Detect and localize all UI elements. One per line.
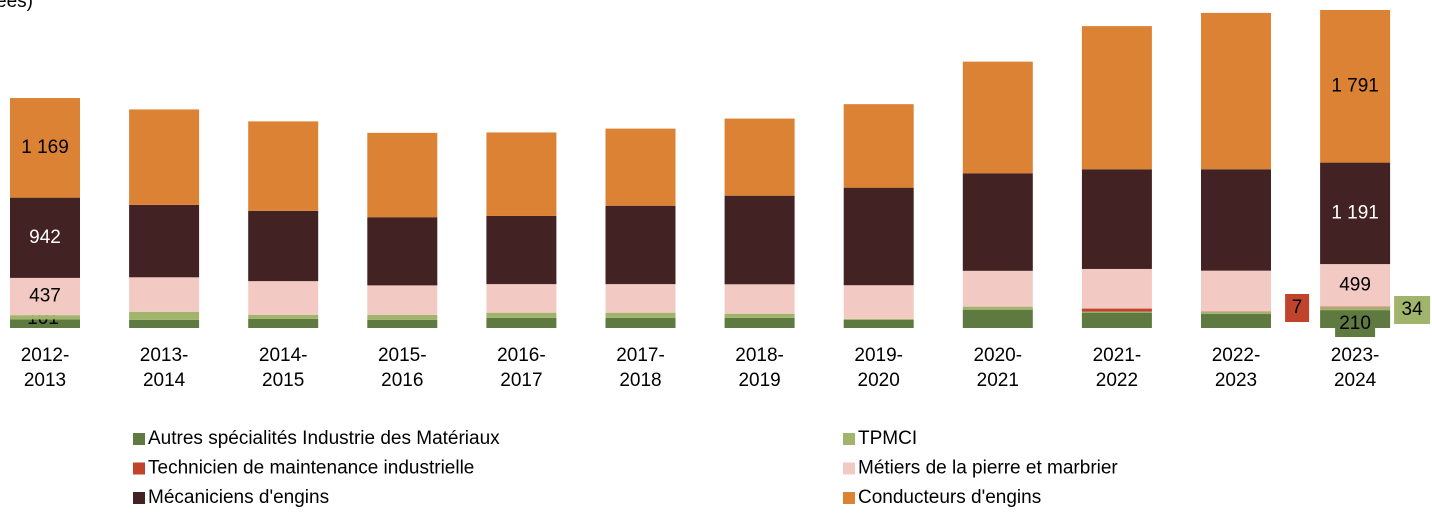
bar-segment bbox=[724, 195, 795, 285]
bar-segment bbox=[486, 317, 557, 328]
bar-segment bbox=[962, 61, 1033, 174]
data-label: 34 bbox=[1402, 299, 1424, 320]
data-label: 1 169 bbox=[21, 137, 69, 158]
bar-segment bbox=[367, 314, 438, 320]
x-tick-label: 2014-2015 bbox=[259, 345, 308, 391]
bar-segment bbox=[1320, 162, 1391, 265]
bar-segment bbox=[843, 187, 914, 286]
bar-segment bbox=[1081, 268, 1152, 309]
bar-segment bbox=[486, 312, 557, 318]
x-tick-label: 2012-2013 bbox=[21, 345, 70, 391]
bar-segment bbox=[129, 319, 200, 328]
data-label: 942 bbox=[29, 227, 61, 248]
bar-segment bbox=[724, 313, 795, 318]
legend-swatch bbox=[843, 462, 855, 475]
legend-label: Mécaniciens d'engins bbox=[148, 487, 329, 508]
bar-segment bbox=[724, 118, 795, 196]
chart-subtitle: ées) bbox=[0, 0, 33, 12]
bar-segment bbox=[367, 132, 438, 218]
x-tick-label: 2023-2024 bbox=[1331, 345, 1380, 391]
data-label: 7 bbox=[1292, 297, 1303, 318]
bar-segment bbox=[843, 104, 914, 188]
bar-segment bbox=[248, 281, 319, 315]
bar-segment bbox=[10, 319, 80, 328]
bar-segment bbox=[1081, 312, 1152, 328]
bar-segment bbox=[10, 197, 80, 278]
data-label: 210 bbox=[1339, 313, 1371, 334]
bar-segment bbox=[367, 285, 438, 315]
legend-swatch bbox=[843, 433, 855, 445]
legend-swatch bbox=[843, 492, 855, 504]
bar-segment bbox=[10, 98, 80, 198]
bar-segment bbox=[724, 284, 795, 314]
data-label: 1 191 bbox=[1331, 202, 1379, 223]
bar-segment bbox=[1201, 169, 1271, 271]
bar-segment bbox=[1081, 26, 1152, 170]
bar-segment bbox=[367, 217, 438, 286]
bar-segment bbox=[367, 319, 438, 328]
x-tick-label: 2021-2022 bbox=[1093, 345, 1142, 391]
x-tick-label: 2015-2016 bbox=[378, 345, 427, 391]
bar-segment bbox=[843, 318, 914, 320]
bar-segment bbox=[248, 121, 319, 211]
bar-segment bbox=[486, 215, 557, 285]
x-tick-label: 2022-2023 bbox=[1212, 345, 1261, 391]
legend-label: Métiers de la pierre et marbrier bbox=[858, 458, 1118, 479]
bar-segment bbox=[724, 317, 795, 328]
legend-swatch bbox=[133, 492, 145, 504]
legend-swatch bbox=[133, 433, 145, 445]
bar-segment bbox=[962, 309, 1033, 328]
bar-segment bbox=[1320, 264, 1391, 307]
x-tick-label: 2013-2014 bbox=[140, 345, 189, 391]
data-label: 1 791 bbox=[1331, 75, 1379, 96]
bar-segment bbox=[129, 109, 200, 205]
bar-segment bbox=[129, 277, 200, 312]
bar-segment bbox=[10, 315, 80, 320]
bar-segment bbox=[1201, 12, 1271, 170]
bar-segment bbox=[605, 128, 676, 206]
legend-label: Conducteurs d'engins bbox=[858, 487, 1041, 508]
bar-segment bbox=[248, 318, 319, 328]
label-box bbox=[1394, 296, 1431, 324]
x-tick-label: 2017-2018 bbox=[616, 345, 665, 391]
bar-segment bbox=[962, 270, 1033, 307]
legend-label: Autres spécialités Industrie des Matéria… bbox=[148, 428, 500, 449]
bar-segment bbox=[129, 311, 200, 320]
bar-segment bbox=[1320, 307, 1391, 311]
legend-label: TPMCI bbox=[858, 428, 917, 449]
bar-segment bbox=[1201, 270, 1271, 312]
bar-segment bbox=[605, 284, 676, 313]
bar-segment bbox=[1201, 313, 1271, 328]
bar-segment bbox=[486, 284, 557, 313]
data-label: 437 bbox=[29, 286, 61, 307]
label-box bbox=[1285, 294, 1310, 322]
bar-segment bbox=[843, 285, 914, 319]
bar-segment bbox=[605, 205, 676, 285]
x-tick-label: 2019-2020 bbox=[854, 345, 903, 391]
bar-segment bbox=[1201, 311, 1271, 314]
x-tick-label: 2016-2017 bbox=[497, 345, 546, 391]
bar-segment bbox=[1320, 306, 1391, 308]
bar-segment bbox=[10, 277, 80, 316]
bar-segment bbox=[605, 317, 676, 328]
bar-segment bbox=[962, 306, 1033, 310]
bar-segment bbox=[129, 204, 200, 278]
bar-segment bbox=[486, 132, 557, 216]
bar-segment bbox=[843, 319, 914, 328]
legend-swatch bbox=[133, 462, 145, 475]
bar-segment bbox=[1081, 308, 1152, 312]
legend-label: Technicien de maintenance industrielle bbox=[148, 458, 474, 479]
label-box bbox=[1335, 311, 1376, 337]
data-label: 499 bbox=[1339, 274, 1371, 295]
bar-segment bbox=[248, 210, 319, 282]
bar-segment bbox=[1081, 169, 1152, 269]
bar-segment bbox=[1320, 10, 1391, 163]
bar-segment bbox=[1081, 311, 1152, 313]
bar-segment bbox=[248, 314, 319, 319]
x-tick-label: 2020-2021 bbox=[973, 345, 1022, 391]
x-tick-label: 2018-2019 bbox=[735, 345, 784, 391]
bar-segment bbox=[605, 312, 676, 318]
bar-segment bbox=[962, 173, 1033, 271]
